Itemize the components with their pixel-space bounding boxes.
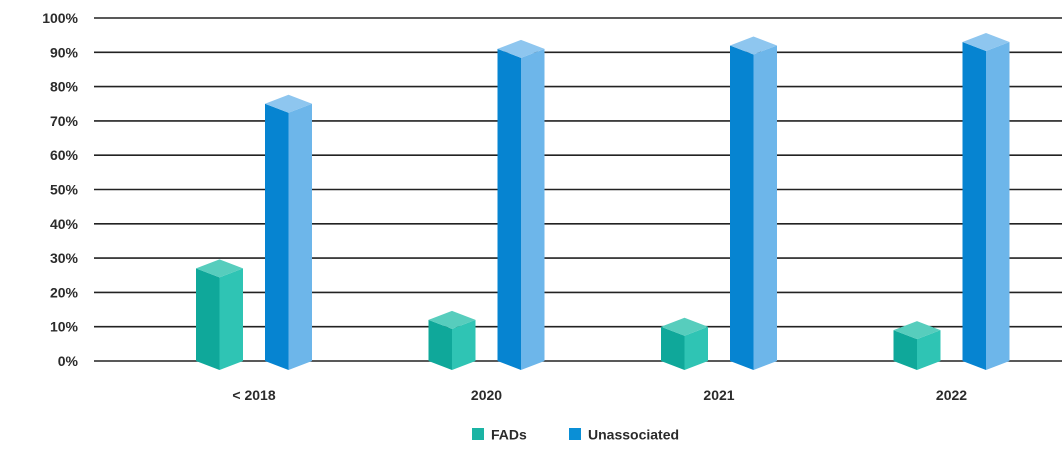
- legend-swatch: [472, 428, 484, 440]
- y-tick-label: 90%: [50, 44, 79, 60]
- bar-face-left: [428, 319, 452, 370]
- legend-label: FADs: [491, 427, 527, 443]
- bar-face-left: [893, 330, 917, 370]
- legend-label: Unassociated: [588, 427, 679, 443]
- bar-cap: [893, 321, 941, 340]
- legend-item-unassociated: Unassociated: [569, 427, 679, 443]
- bar-face-right: [986, 42, 1010, 370]
- bar-unassociated-0: [265, 94, 312, 370]
- bar-unassociated-3: [962, 33, 1010, 370]
- bar-face-right: [521, 48, 545, 371]
- gridlines: [94, 17, 1062, 362]
- bar-cap: [730, 36, 777, 55]
- legend-item-fads: FADs: [472, 427, 527, 443]
- bar-unassociated-2: [730, 36, 777, 370]
- legend: FADs Unassociated: [472, 427, 679, 443]
- y-tick-label: 10%: [50, 319, 79, 335]
- x-category-label: 2020: [471, 387, 502, 403]
- y-tick-label: 60%: [50, 147, 79, 163]
- bar-face-right: [917, 330, 941, 370]
- bar-face-left: [196, 268, 220, 370]
- bar-face-left: [661, 326, 685, 370]
- bar-face-right: [684, 326, 708, 370]
- bar-face-left: [730, 45, 754, 370]
- y-axis-ticks: 0% 10% 20% 30% 40% 50% 60% 70% 80% 90% 100%: [42, 10, 78, 369]
- y-tick-label: 100%: [42, 10, 78, 26]
- bar-cap: [196, 259, 243, 278]
- x-category-label: < 2018: [232, 387, 275, 403]
- bar-face-right: [753, 45, 777, 370]
- bar-unassociated-1: [497, 39, 545, 371]
- bar-face-left: [497, 48, 521, 371]
- y-tick-label: 20%: [50, 284, 79, 300]
- y-tick-label: 80%: [50, 79, 79, 95]
- bar-face-right: [288, 103, 312, 370]
- bar-face-left: [962, 42, 986, 370]
- bar-cap: [265, 94, 312, 113]
- y-tick-label: 50%: [50, 182, 79, 198]
- bar-fads-1: [428, 310, 476, 370]
- bar-cap: [428, 310, 476, 329]
- bar-cap: [661, 317, 708, 336]
- bar-fads-2: [661, 317, 708, 370]
- x-category-label: 2021: [703, 387, 734, 403]
- bar-face-right: [219, 268, 243, 370]
- bar-face-right: [452, 319, 476, 370]
- y-tick-label: 30%: [50, 250, 79, 266]
- y-tick-label: 40%: [50, 216, 79, 232]
- x-category-label: 2022: [936, 387, 967, 403]
- bar-cap: [497, 39, 545, 58]
- y-tick-label: 70%: [50, 113, 79, 129]
- x-axis-categories: < 2018 2020 2021 2022: [232, 387, 967, 403]
- legend-swatch: [569, 428, 581, 440]
- bars: [196, 33, 1010, 371]
- bar-face-left: [265, 103, 289, 370]
- bar-cap: [962, 33, 1010, 52]
- y-tick-label: 0%: [58, 353, 79, 369]
- bar-fads-0: [196, 259, 243, 370]
- bar-fads-3: [893, 321, 941, 370]
